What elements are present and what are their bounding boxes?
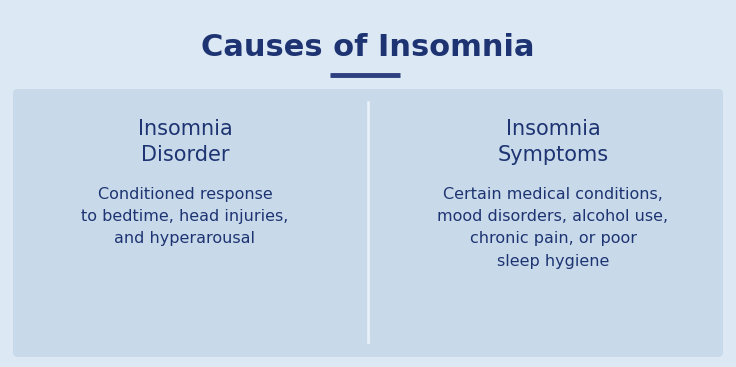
Text: Insomnia
Symptoms: Insomnia Symptoms — [498, 119, 609, 166]
FancyBboxPatch shape — [13, 89, 723, 357]
Text: Certain medical conditions,
mood disorders, alcohol use,
chronic pain, or poor
s: Certain medical conditions, mood disorde… — [437, 187, 668, 269]
Text: Causes of Insomnia: Causes of Insomnia — [201, 33, 535, 62]
Text: Insomnia
Disorder: Insomnia Disorder — [138, 119, 233, 166]
Text: Conditioned response
to bedtime, head injuries,
and hyperarousal: Conditioned response to bedtime, head in… — [81, 187, 289, 246]
